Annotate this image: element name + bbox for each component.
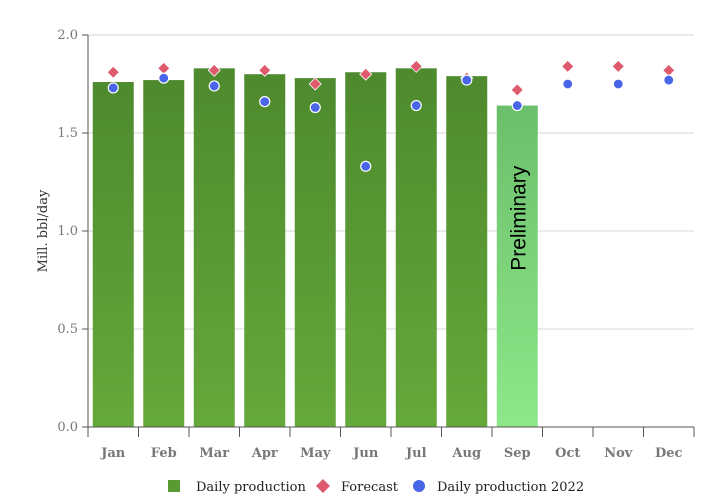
forecast-marker <box>409 59 423 73</box>
x-tick-label: May <box>300 446 331 461</box>
forecast-marker <box>308 77 322 91</box>
production-2022-marker <box>511 99 523 112</box>
x-tick-label: Jun <box>352 446 379 461</box>
bar <box>446 76 488 427</box>
y-tick-label: 1.5 <box>57 126 78 141</box>
production-2022-marker <box>461 74 473 86</box>
y-tick-label: 2.0 <box>57 28 78 43</box>
forecast-marker <box>157 61 171 75</box>
y-tick-label: 1.0 <box>57 224 78 239</box>
bar <box>395 68 437 427</box>
bar <box>345 72 387 428</box>
production-2022-marker <box>259 96 271 108</box>
forecast-marker <box>359 67 373 81</box>
y-axis-label: Mill. bbl/day <box>36 189 51 272</box>
x-tick-label: Oct <box>555 446 580 461</box>
production-2022-marker <box>309 101 321 114</box>
production-2022-marker <box>410 99 422 112</box>
production-2022-marker <box>360 160 372 172</box>
x-tick-label: Apr <box>251 446 278 461</box>
markers <box>106 59 676 172</box>
x-tick-label: Mar <box>199 446 229 461</box>
legend: Daily production Forecast Daily production… <box>168 479 584 495</box>
production-2022-marker <box>158 72 170 84</box>
bar <box>92 82 134 427</box>
forecast-marker <box>611 59 625 73</box>
production-2022-marker <box>663 74 675 86</box>
x-axis: Jan Feb Mar Apr May Jun Jul Aug Sep Oct Nov Dec <box>87 426 695 461</box>
production-2022-marker <box>562 78 574 90</box>
y-tick-label: 0.0 <box>57 420 78 435</box>
preliminary-label: Preliminary <box>507 165 530 271</box>
bars <box>92 68 538 428</box>
bar-preliminary <box>496 105 538 427</box>
x-tick-label: Sep <box>504 446 531 461</box>
bar <box>193 68 235 427</box>
legend-swatch-circle <box>413 480 425 492</box>
forecast-marker <box>207 63 221 77</box>
x-tick-label: Aug <box>451 446 481 461</box>
y-tick-label: 0.5 <box>57 322 78 337</box>
legend-swatch-bar <box>168 480 180 492</box>
x-tick-label: Dec <box>655 446 683 461</box>
x-tick-label: Nov <box>604 446 633 461</box>
legend-label: Forecast <box>341 480 399 495</box>
production-2022-marker <box>208 80 220 92</box>
annotations: Preliminary <box>507 165 530 271</box>
forecast-marker <box>510 83 524 97</box>
forecast-marker <box>258 63 272 77</box>
x-tick-label: Jan <box>100 446 126 461</box>
production-2022-marker <box>107 82 119 94</box>
x-tick-label: Feb <box>151 446 177 461</box>
production-2022-marker <box>612 78 624 90</box>
forecast-marker <box>561 59 575 73</box>
bar <box>294 78 336 428</box>
forecast-marker <box>106 65 120 79</box>
x-tick-label: Jul <box>405 446 427 461</box>
legend-label: Daily production 2022 <box>437 480 584 495</box>
legend-swatch-diamond <box>316 479 330 493</box>
forecast-marker <box>662 63 676 77</box>
y-axis: 0.0 0.5 1.0 1.5 2.0 <box>57 28 89 435</box>
bar <box>244 74 286 427</box>
legend-label: Daily production <box>196 480 307 495</box>
bar <box>143 80 185 427</box>
